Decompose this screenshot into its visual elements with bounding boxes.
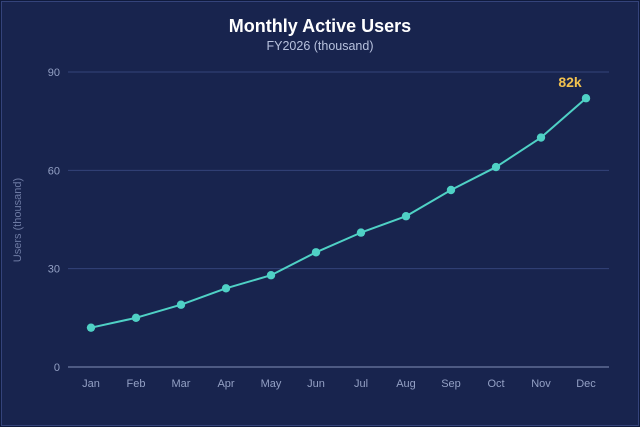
x-tick-label: Dec: [576, 378, 596, 390]
chart-title: Monthly Active Users: [228, 16, 412, 36]
y-axis-label: Users (thousand): [12, 178, 24, 262]
data-point: [401, 212, 411, 221]
peak-annotation: 82k: [558, 74, 582, 90]
x-tick-label: Aug: [396, 378, 416, 390]
data-point: [536, 133, 546, 142]
data-point: [491, 162, 501, 172]
x-tick-label: Nov: [531, 378, 551, 390]
data-point: [266, 271, 276, 280]
y-tick-label: 30: [48, 264, 60, 276]
data-point: [356, 228, 366, 237]
data-point: [131, 313, 141, 323]
data-point: [221, 284, 231, 293]
data-point: [446, 185, 456, 195]
series-line: [90, 97, 587, 329]
y-tick-label: 90: [48, 67, 60, 79]
data-point: [176, 300, 186, 309]
data-point: [581, 94, 591, 103]
y-tick-label: 0: [54, 362, 60, 374]
x-tick-label: Sep: [441, 378, 461, 390]
x-tick-label: Oct: [487, 378, 504, 390]
data-point: [311, 248, 321, 257]
x-tick-label: Mar: [172, 378, 191, 390]
chart-subtitle: FY2026 (thousand): [266, 39, 374, 53]
x-tick-label: Jan: [82, 378, 100, 390]
data-point: [86, 323, 96, 332]
x-tick-label: May: [261, 378, 282, 390]
x-tick-label: Jul: [354, 378, 368, 390]
x-tick-label: Apr: [217, 378, 234, 390]
x-tick-label: Feb: [127, 378, 146, 390]
data-points: [86, 94, 591, 332]
x-tick-label: Jun: [307, 378, 325, 390]
x-axis-ticks: Jan Feb Mar Apr May Jun Jul Aug Sep Oct Nov Dec: [82, 378, 596, 390]
gridlines: [68, 71, 609, 368]
series-line-group: [90, 97, 587, 329]
y-tick-label: 60: [48, 165, 60, 177]
y-axis-ticks: 0 30 60 90: [48, 67, 60, 374]
